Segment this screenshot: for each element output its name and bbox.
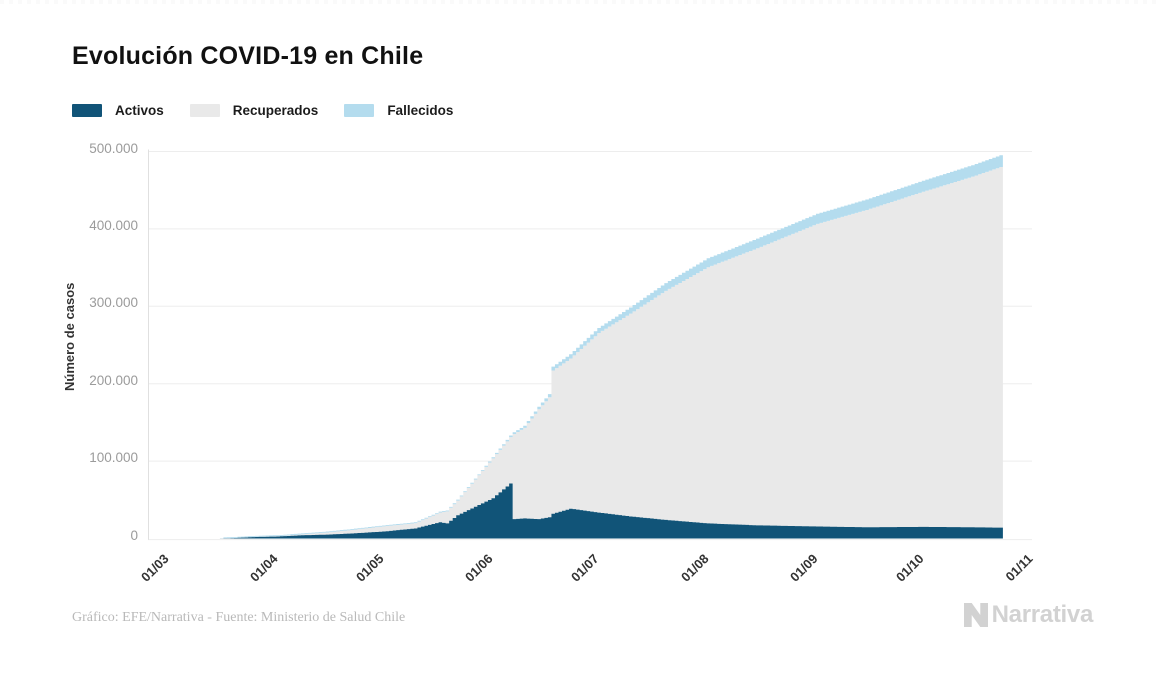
legend-swatch: [189, 104, 220, 117]
x-tick-label: 01/08: [677, 551, 712, 585]
y-tick-label: 400.000: [89, 217, 138, 233]
legend-item-activos: Activos: [72, 103, 164, 118]
x-tick-label: 01/07: [568, 551, 602, 585]
legend-label: Activos: [115, 103, 164, 118]
x-tick-label: 01/09: [786, 551, 821, 585]
legend: Activos Recuperados Fallecidos: [72, 103, 453, 118]
chart-plot: [148, 149, 1032, 541]
legend-item-fallecidos: Fallecidos: [344, 103, 453, 118]
legend-label: Fallecidos: [387, 103, 454, 118]
y-tick-label: 0: [130, 527, 138, 543]
x-tick-label: 01/06: [462, 551, 497, 585]
top-edge-texture: [0, 0, 1157, 4]
y-tick-label: 200.000: [89, 372, 138, 388]
legend-label: Recuperados: [232, 103, 319, 118]
narrativa-n-icon: [963, 603, 988, 627]
y-tick-label: 300.000: [89, 295, 138, 311]
legend-swatch: [72, 104, 102, 117]
x-tick-label: 01/05: [353, 551, 387, 585]
y-axis-title: Número de casos: [62, 282, 77, 392]
y-tick-label: 500.000: [89, 140, 138, 156]
series-activos: [219, 483, 1003, 539]
legend-item-recuperados: Recuperados: [189, 103, 319, 118]
y-tick-label: 100.000: [89, 450, 138, 466]
x-tick-label: 01/04: [247, 551, 281, 585]
legend-swatch: [344, 104, 375, 117]
chart-title: Evolución COVID-19 en Chile: [72, 42, 424, 70]
chart-source: Gráfico: EFE/Narrativa - Fuente: Ministe…: [72, 610, 406, 625]
x-tick-label: 01/03: [137, 551, 172, 585]
x-tick-label: 01/10: [892, 551, 927, 585]
narrativa-logo: Narrativa: [963, 601, 1094, 629]
narrativa-wordmark: Narrativa: [991, 601, 1094, 628]
series-recuperados: [219, 166, 1003, 539]
